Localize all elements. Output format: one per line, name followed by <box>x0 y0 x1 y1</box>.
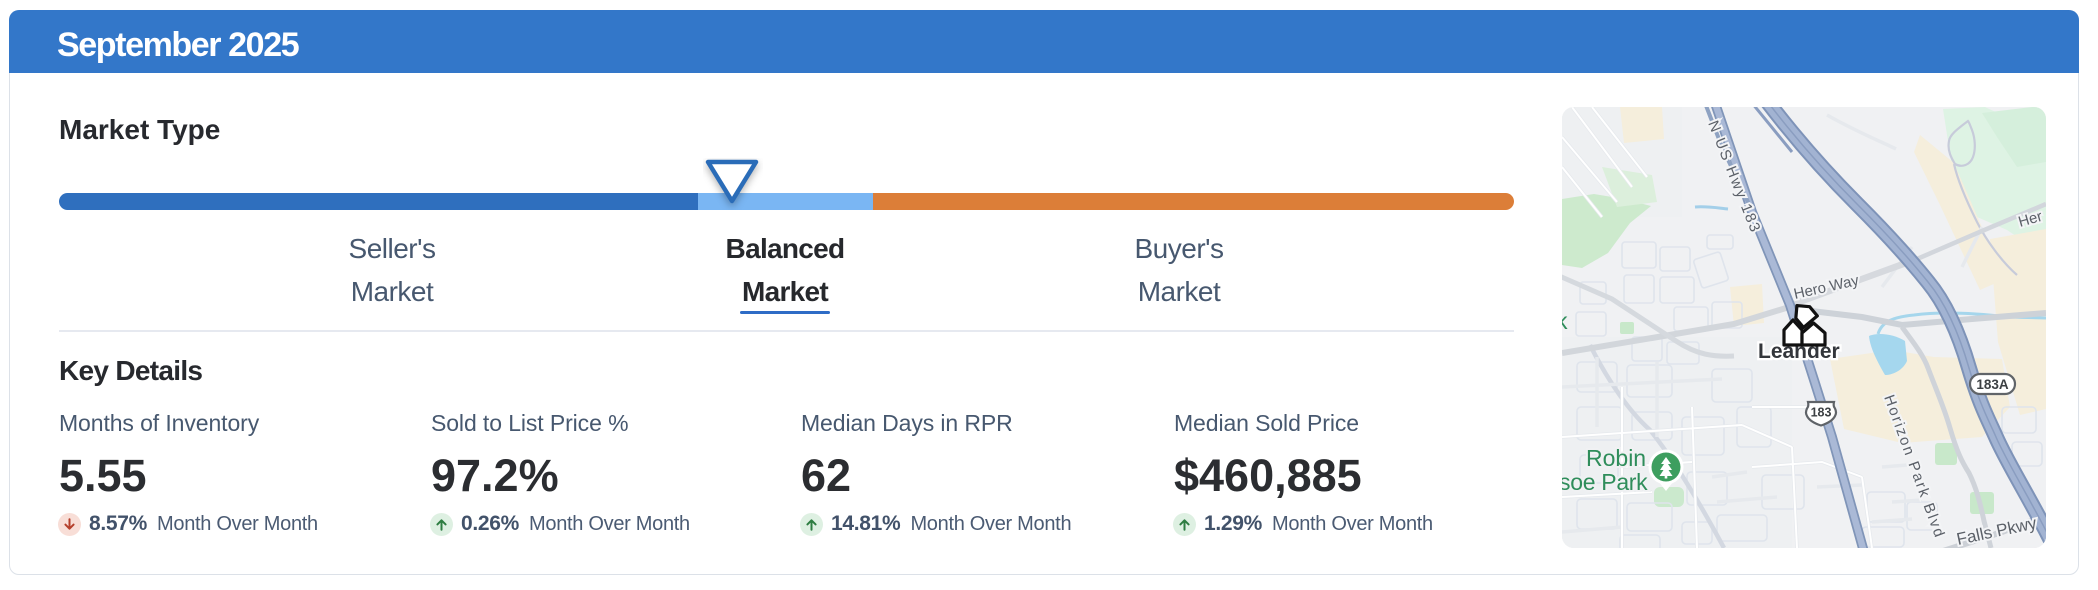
svg-text:Robin: Robin <box>1586 445 1646 471</box>
svg-text:soe Park: soe Park <box>1562 469 1648 495</box>
svg-text:k: k <box>1562 308 1568 334</box>
svg-text:183: 183 <box>1811 406 1832 420</box>
svg-text:183A: 183A <box>1976 377 2009 392</box>
